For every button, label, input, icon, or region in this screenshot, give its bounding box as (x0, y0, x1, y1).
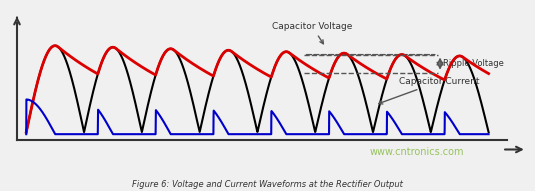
Text: www.cntronics.com: www.cntronics.com (370, 146, 464, 156)
Text: Ripple Voltage: Ripple Voltage (444, 59, 504, 68)
Text: Figure 6: Voltage and Current Waveforms at the Rectifier Output: Figure 6: Voltage and Current Waveforms … (132, 180, 403, 189)
Text: Capacitor Current: Capacitor Current (379, 77, 480, 104)
Text: Capacitor Voltage: Capacitor Voltage (272, 22, 352, 44)
